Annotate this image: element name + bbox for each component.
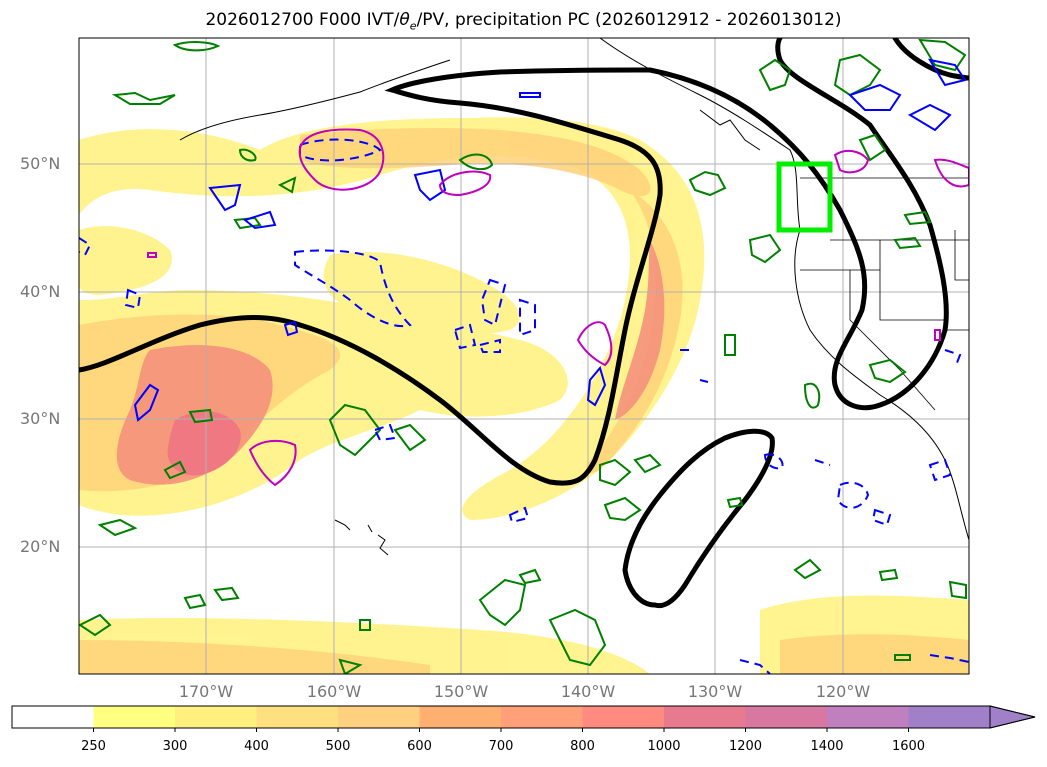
colorbar-tick-label: 800: [570, 739, 595, 754]
colorbar-segment: [256, 706, 339, 728]
colorbar-tick-label: 1000: [647, 739, 681, 754]
colorbar-tick-label: 1600: [891, 739, 926, 754]
colorbar-segment: [827, 706, 909, 728]
colorbar-outline: [11, 705, 1036, 729]
pv-contour: [79, 38, 969, 609]
lat-label-40n: 40°N: [20, 282, 61, 301]
colorbar-segment: [338, 706, 420, 728]
colorbar-segment: [12, 706, 94, 728]
colorbar-segment: [175, 706, 257, 728]
pv-magenta-contour: [147, 128, 969, 487]
colorbar-tick-label: 400: [244, 739, 269, 754]
colorbar-segment: [501, 706, 583, 728]
colorbar-tick-label: 1400: [810, 739, 844, 754]
lon-label-130w: 130°W: [687, 682, 743, 701]
colorbar-segment: [908, 706, 991, 728]
lon-label-170w: 170°W: [178, 682, 234, 701]
colorbar-tick-label: 250: [81, 739, 106, 754]
lat-label-20n: 20°N: [20, 537, 61, 556]
colorbar-tick-label: 1200: [728, 739, 763, 754]
lon-label-120w: 120°W: [815, 682, 871, 701]
colorbar-tick-label: 300: [162, 739, 188, 754]
target-region-box: [776, 161, 833, 233]
colorbar-extend-arrow: [989, 705, 1036, 729]
colorbar-segment: [664, 706, 746, 728]
lon-label-140w: 140°W: [560, 682, 616, 701]
theta-e-contour-blue: [133, 58, 967, 422]
colorbar-segment: [745, 706, 828, 728]
colorbar-tick-label: 500: [325, 739, 351, 754]
colorbar-segment: [93, 706, 176, 728]
lat-label-30n: 30°N: [20, 409, 61, 428]
colorbar-segment: [419, 706, 502, 728]
lon-label-150w: 150°W: [433, 682, 489, 701]
coastline: [179, 38, 969, 556]
map-frame: [78, 37, 970, 675]
figure-title: 2026012700 F000 IVT/θe/PV, precipitation…: [205, 10, 842, 33]
theta-e-contour-blue-dashed: [79, 138, 969, 674]
colorbar-tick-label: 600: [407, 739, 432, 754]
colorbar-segment: [582, 706, 665, 728]
colorbar: [11, 705, 1036, 732]
lat-label-50n: 50°N: [20, 154, 61, 173]
lon-label-160w: 160°W: [306, 682, 362, 701]
colorbar-tick-label: 700: [488, 739, 514, 754]
